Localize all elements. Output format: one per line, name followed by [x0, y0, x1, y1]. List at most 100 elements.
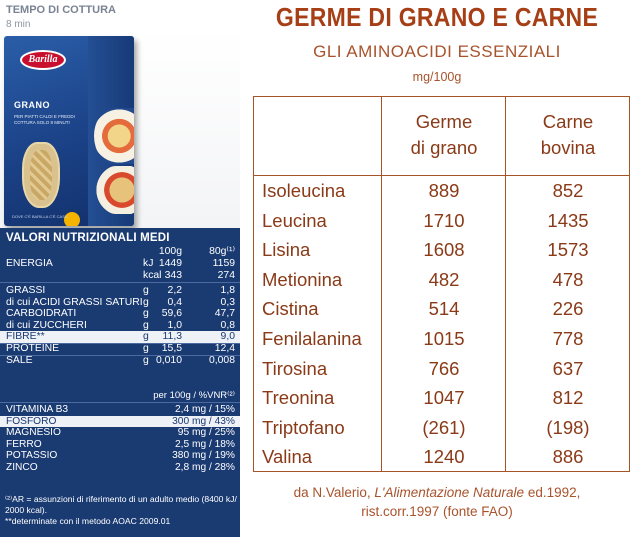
amino-panel: GERME DI GRANO E CARNE GLI AMINOACIDI ES… — [240, 0, 634, 537]
nutrition-unit: g — [143, 354, 149, 366]
amino-row: Triptofano (261) (198) — [254, 413, 631, 443]
amino-row: Treonina 1047 812 — [254, 383, 631, 413]
vitamin-value: 300 mg / 43% — [172, 415, 235, 427]
amino-carne: 812 — [552, 387, 584, 409]
box-tagline: PER PIATTI CALDI E FREDDI COTTURA SOLO 8… — [14, 114, 75, 125]
nutrition-v100: 0,4 — [167, 296, 182, 308]
badge-icon — [64, 212, 80, 226]
amino-name: Lisina — [262, 239, 311, 261]
vitamin-name: FOSFORO — [6, 415, 57, 427]
amino-carne: 1573 — [547, 239, 589, 261]
nutrition-v80: 0,8 — [220, 319, 235, 331]
vitamin-name: MAGNESIO — [6, 427, 61, 439]
vitamin-row: FOSFORO 300 mg / 43% — [0, 415, 240, 427]
amino-germe: 889 — [428, 180, 460, 201]
amino-germe: 514 — [428, 298, 460, 320]
product-panel: TEMPO DI COTTURA 8 min Barilla GRANO PER… — [0, 0, 240, 537]
amino-germe: 1015 — [423, 328, 465, 349]
nutrition-name: FIBRE** — [6, 331, 45, 343]
amino-name: Cistina — [262, 298, 319, 320]
nutrition-row: PROTEINE g 15,5 12,4 — [0, 343, 240, 355]
nutrition-title: VALORI NUTRIZIONALI MEDI — [6, 232, 170, 244]
nutrition-table: VALORI NUTRIZIONALI MEDI 100g 80g⁽¹⁾ ENE… — [0, 228, 240, 537]
amino-name: Isoleucina — [262, 180, 346, 201]
vitamin-row: POTASSIO 380 mg / 19% — [0, 450, 240, 461]
nutrition-v100: 1,0 — [167, 319, 182, 331]
amino-carne: 478 — [552, 268, 584, 290]
nutrition-v80: 47,7 — [214, 308, 235, 320]
footnote-ar: ⁽²⁾AR = assunzioni di riferimento di un … — [5, 494, 237, 515]
amino-germe: 1710 — [423, 209, 465, 231]
vnr-label: per 100g / %VNR⁽²⁾ — [153, 390, 235, 401]
nutrition-v80: 0,3 — [220, 296, 235, 308]
amino-name: Valina — [262, 446, 313, 468]
nutrition-unit: g — [143, 331, 149, 343]
nutrition-v100: 59,6 — [161, 308, 182, 320]
amino-row: Metionina 482 478 — [254, 265, 631, 295]
nutrition-row: ENERGIA kJ 1449 1159 — [0, 258, 240, 270]
vitamin-row: FERRO 2,5 mg / 18% — [0, 439, 240, 450]
box-footer: DOVE C'È BARILLA C'È CASA — [12, 214, 68, 219]
vitamin-row: ZINCO 2,8 mg / 28% — [0, 462, 240, 473]
nutrition-v80: 1,8 — [220, 285, 235, 296]
product-image: Barilla GRANO PER PIATTI CALDI E FREDDI … — [0, 30, 240, 228]
nutrition-name: di cui ZUCCHERI — [6, 319, 87, 331]
nutrition-v80: 9,0 — [220, 331, 235, 343]
nutrition-row: di cui ACIDI GRASSI SATURI g 0,4 0,3 — [0, 297, 240, 309]
amino-name: Fenilalanina — [262, 328, 362, 349]
nutrition-unit: kJ — [143, 258, 154, 269]
nutrition-name: CARBOIDRATI — [6, 308, 77, 320]
nutrition-unit: g — [143, 343, 149, 354]
amino-germe: (261) — [422, 416, 466, 438]
nutrition-unit: g — [143, 308, 149, 320]
col-header-carne: Carne bovina — [540, 111, 596, 158]
nutrition-v100: 1449 — [158, 258, 182, 269]
nutrition-unit: g — [143, 296, 149, 308]
amino-row: Leucina 1710 1435 — [254, 206, 631, 236]
dish-image-2 — [96, 166, 134, 214]
nutrition-row: GRASSI g 2,2 1,8 — [0, 285, 240, 297]
vitamin-name: VITAMINA B3 — [6, 404, 69, 415]
amino-carne: 886 — [552, 446, 584, 468]
nutrition-row: CARBOIDRATI g 59,6 47,7 — [0, 308, 240, 320]
vitamin-row: MAGNESIO 95 mg / 25% — [0, 427, 240, 438]
nutrition-v80: 274 — [217, 269, 235, 281]
nutrition-v80: 0,008 — [208, 354, 235, 366]
amino-unit: mg/100g — [412, 70, 462, 84]
amino-germe: 1047 — [423, 387, 465, 409]
source-citation: da N.Valerio, L'Alimentazione Naturale e… — [293, 485, 581, 519]
cooking-time-value: 8 min — [6, 19, 31, 30]
amino-subtitle: GLI AMINOACIDI ESSENZIALI — [313, 42, 561, 61]
amino-carne: 1435 — [547, 209, 589, 231]
amino-carne: (198) — [546, 416, 590, 438]
nutrition-unit: g — [143, 319, 149, 331]
amino-row: Lisina 1608 1573 — [254, 235, 631, 265]
amino-carne: 778 — [552, 328, 584, 349]
amino-germe: 482 — [428, 268, 460, 290]
vitamin-value: 2,8 mg / 28% — [174, 462, 235, 473]
amino-carne: 226 — [552, 298, 584, 320]
amino-name: Metionina — [262, 268, 343, 290]
amino-name: Tirosina — [262, 357, 328, 379]
nutrition-v100: 15,5 — [161, 343, 182, 354]
amino-row: Valina 1240 886 — [254, 442, 631, 472]
barilla-logo: Barilla — [20, 50, 66, 70]
vitamin-value: 2,4 mg / 15% — [174, 404, 235, 415]
cooking-time-label: TEMPO DI COTTURA — [6, 4, 116, 16]
grain-window — [22, 142, 60, 208]
nutrition-v100: 11,3 — [162, 331, 182, 343]
amino-germe: 766 — [428, 357, 460, 379]
nutrition-row: FIBRE** g 11,3 9,0 — [0, 331, 240, 343]
amino-name: Treonina — [262, 387, 335, 409]
vitamin-name: FERRO — [6, 438, 42, 450]
amino-name: Leucina — [262, 209, 327, 231]
nutrition-v100: 2,2 — [167, 285, 182, 296]
pasta-box-image: Barilla GRANO PER PIATTI CALDI E FREDDI … — [4, 36, 134, 226]
amino-name: Triptofano — [262, 416, 345, 438]
amino-title: GERME DI GRANO E CARNE — [275, 2, 599, 32]
amino-germe: 1608 — [423, 239, 465, 261]
nutrition-row: di cui ZUCCHERI g 1,0 0,8 — [0, 320, 240, 332]
nutrition-row: SALE g 0,010 0,008 — [0, 355, 240, 367]
nutrition-v100: 0,010 — [155, 354, 182, 366]
vitamin-name: ZINCO — [6, 462, 38, 473]
